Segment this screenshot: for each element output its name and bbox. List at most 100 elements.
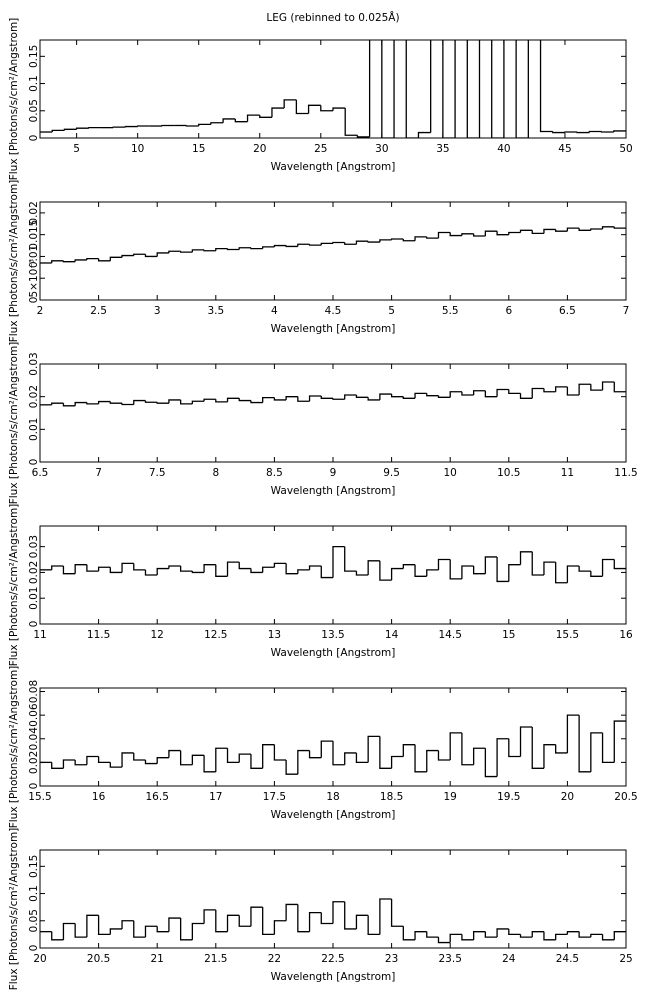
flux-bin: [367, 915, 380, 936]
flux-bin: [156, 567, 169, 575]
flux-bin: [168, 250, 181, 253]
x-tick-label: 35: [436, 143, 449, 155]
flux-bin: [273, 562, 287, 568]
flux-bin: [203, 249, 216, 252]
y-tick-label: 0.04: [28, 727, 40, 751]
y-tick-label: 0: [28, 297, 40, 304]
flux-bin: [531, 551, 544, 576]
flux-bin: [332, 398, 345, 400]
flux-bin: [390, 567, 404, 581]
flux-bin: [496, 738, 509, 777]
flux-bin: [566, 386, 580, 396]
flux-bin: [578, 228, 591, 231]
panel: 15.5 16 16.5 17 17.5 18 18.5 19 19.5 20 20.500.020…: [8, 666, 638, 829]
panel: 20 20.5 21 21.5 22 22.5 23 23.5 24 24.5 25 0 0.05 0.1…: [8, 828, 633, 991]
flux-bin: [97, 915, 111, 936]
x-tick-label: 8: [212, 467, 219, 479]
x-tick-label: 23.5: [439, 953, 462, 965]
flux-bin: [503, 40, 505, 138]
flux-bin: [133, 752, 146, 761]
x-tick-label: 17: [209, 791, 222, 803]
x-tick-label: 7: [95, 467, 102, 479]
flux-bin: [566, 565, 580, 583]
flux-bin: [578, 565, 591, 572]
flux-bin: [555, 933, 568, 940]
flux-bin: [156, 926, 169, 933]
flux-bin: [320, 396, 333, 399]
flux-bin: [566, 931, 580, 935]
flux-bin: [133, 399, 146, 405]
x-axis-label: Wavelength [Angstrom]: [271, 809, 396, 821]
x-tick-label: 11.5: [87, 629, 110, 641]
flux-bin: [543, 561, 556, 575]
flux-bin: [566, 714, 580, 753]
flux-bin: [519, 393, 533, 399]
x-tick-label: 18: [326, 791, 339, 803]
flux-bin: [308, 565, 322, 570]
x-tick-label: 10.5: [497, 467, 520, 479]
flux-bin: [285, 245, 298, 248]
x-axis-label: Wavelength [Angstrom]: [271, 323, 396, 335]
flux-bin: [226, 248, 240, 251]
flux-bin: [262, 744, 275, 769]
flux-bin: [601, 934, 615, 941]
flux-bin: [390, 394, 404, 398]
flux-bin: [484, 390, 498, 398]
flux-bin: [472, 233, 486, 237]
flux-bin: [566, 227, 580, 232]
flux-bin: [121, 920, 134, 929]
flux-bin: [449, 559, 462, 580]
flux-bin: [121, 254, 134, 258]
flux-bin: [86, 564, 99, 572]
x-tick-label: 16: [92, 791, 106, 803]
flux-bin: [344, 108, 358, 136]
flux-bin: [74, 760, 87, 766]
flux-bin: [144, 569, 158, 576]
flux-bin: [234, 118, 248, 123]
flux-bin: [472, 747, 486, 765]
y-axis-label: Flux [Photons/s/cm²/Angstrom]: [8, 180, 20, 343]
x-tick-label: 23: [385, 953, 398, 965]
flux-bin: [402, 744, 416, 757]
y-tick-label: 0: [28, 621, 40, 628]
flux-bin: [203, 909, 216, 924]
flux-bin: [156, 402, 169, 404]
flux-bin: [355, 571, 369, 576]
flux-bin: [215, 747, 228, 772]
x-tick-label: 11: [33, 629, 46, 641]
y-tick-label: 5×10⁻³: [28, 259, 40, 298]
flux-bin: [543, 931, 556, 941]
flux-bin: [191, 249, 205, 253]
flux-bin: [461, 934, 474, 941]
x-tick-label: 5.5: [442, 305, 459, 317]
flux-bin: [285, 396, 298, 400]
flux-bin: [519, 934, 533, 938]
flux-bin: [273, 244, 287, 247]
flux-bin: [156, 757, 169, 764]
flux-bin: [112, 126, 126, 128]
x-tick-label: 2.5: [90, 305, 107, 317]
flux-bin: [588, 130, 602, 133]
flux-bin: [308, 244, 322, 246]
flux-bin: [51, 260, 64, 263]
flux-bin: [355, 240, 369, 245]
x-tick-label: 5: [388, 305, 395, 317]
flux-bin: [601, 226, 615, 230]
x-tick-label: 30: [375, 143, 388, 155]
flux-bin: [161, 124, 175, 127]
flux-bin: [144, 400, 158, 403]
flux-bin: [215, 909, 228, 933]
x-tick-label: 8.5: [266, 467, 283, 479]
flux-bin: [238, 562, 251, 570]
flux-bin: [613, 931, 626, 940]
flux-bin: [552, 131, 565, 134]
x-tick-label: 20: [253, 143, 266, 155]
panel: 11 11.5 12 12.5 13 13.5 14 14.5 15 15.5 16 0 0.01 0.0…: [8, 504, 633, 667]
flux-bin: [484, 931, 498, 938]
x-tick-label: 3: [154, 305, 161, 317]
y-axis-label: Flux [Photons/s/cm²/Angstrom]: [8, 18, 20, 181]
y-tick-label: 0: [28, 135, 40, 142]
flux-bin: [430, 40, 432, 133]
flux-bin: [414, 564, 427, 577]
flux-bin: [601, 381, 615, 391]
